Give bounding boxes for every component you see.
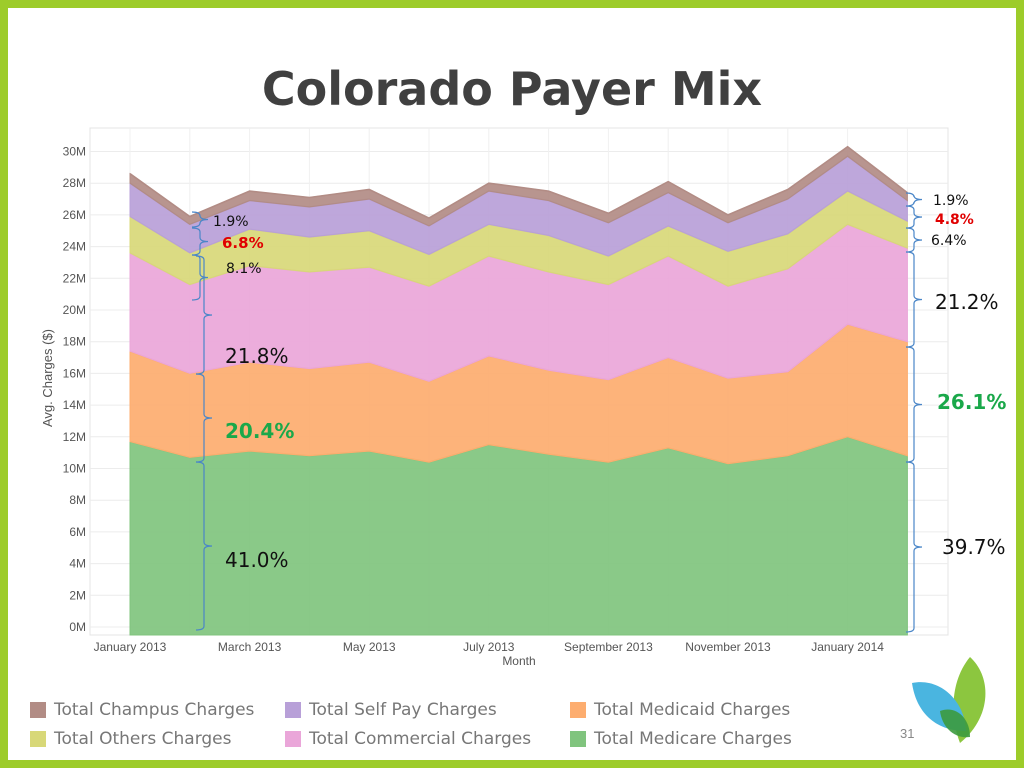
legend-item: Total Self Pay Charges	[285, 700, 497, 720]
legend-item: Total Medicaid Charges	[570, 700, 790, 720]
bracket	[905, 227, 923, 253]
legend-swatch	[285, 702, 301, 718]
bracket	[905, 346, 923, 463]
page-number: 31	[900, 726, 915, 741]
y-tick-label: 4M	[69, 557, 86, 571]
bracket	[905, 251, 923, 348]
annotation-left-label: 20.4%	[225, 419, 294, 443]
legend-swatch	[30, 702, 46, 718]
x-tick-label: September 2013	[564, 640, 653, 654]
annotation-left-label: 8.1%	[226, 261, 262, 277]
legend-item: Total Commercial Charges	[285, 729, 531, 749]
bracket	[905, 192, 923, 207]
y-tick-label: 0M	[69, 620, 86, 634]
y-tick-label: 2M	[69, 588, 86, 602]
bracket	[191, 227, 209, 256]
legend-label: Total Others Charges	[54, 729, 232, 749]
legend-label: Total Self Pay Charges	[309, 700, 497, 720]
y-tick-labels: 0M 2M 4M 6M 8M 10M 12M 14M 16M 18M 20M 22M 24M 26M 28M…	[63, 145, 86, 635]
x-tick-label: July 2013	[463, 640, 515, 654]
annotation-left-label: 41.0%	[225, 548, 289, 572]
y-tick-label: 24M	[63, 240, 86, 254]
legend-swatch	[570, 731, 586, 747]
y-tick-label: 10M	[63, 462, 86, 476]
x-tick-label: November 2013	[685, 640, 771, 654]
annotation-right-label: 21.2%	[935, 290, 999, 314]
legend-item: Total Others Charges	[30, 729, 232, 749]
y-tick-label: 26M	[63, 208, 86, 222]
bracket	[905, 461, 923, 633]
annotation-left-label: 1.9%	[213, 214, 249, 230]
bracket	[195, 461, 213, 631]
y-tick-label: 18M	[63, 335, 86, 349]
y-tick-label: 20M	[63, 303, 86, 317]
bracket	[195, 373, 213, 463]
annotation-right-label: 39.7%	[942, 535, 1006, 559]
legend-label: Total Medicare Charges	[594, 729, 792, 749]
annotation-right-label: 6.4%	[931, 233, 967, 249]
slide-title: Colorado Payer Mix	[261, 62, 763, 116]
y-tick-label: 14M	[63, 398, 86, 412]
leaf-dark-icon	[940, 709, 970, 738]
annotation-right-label: 26.1%	[937, 390, 1006, 414]
y-tick-label: 30M	[63, 145, 86, 159]
y-tick-label: 8M	[69, 493, 86, 507]
annotation-right-label: 1.9%	[933, 193, 969, 209]
legend-swatch	[30, 731, 46, 747]
x-axis-label: Month	[502, 654, 535, 668]
annotation-left-label: 21.8%	[225, 344, 289, 368]
legend-label: Total Commercial Charges	[309, 729, 532, 749]
legend-item: Total Medicare Charges	[570, 729, 792, 749]
y-tick-label: 16M	[63, 366, 86, 380]
legend-label: Total Champus Charges	[54, 700, 255, 720]
x-tick-label: January 2014	[811, 640, 884, 654]
legend-item: Total Champus Charges	[30, 700, 254, 720]
bracket	[905, 205, 923, 229]
y-tick-label: 22M	[63, 271, 86, 285]
bracket	[191, 254, 209, 301]
legend-swatch	[285, 731, 301, 747]
x-tick-label: March 2013	[218, 640, 282, 654]
bracket	[195, 255, 213, 375]
area-edge-line	[129, 145, 908, 220]
annotation-left-label: 6.8%	[222, 234, 264, 252]
x-tick-label: January 2013	[94, 640, 167, 654]
annotation-right-label: 4.8%	[935, 212, 974, 228]
y-tick-label: 28M	[63, 176, 86, 190]
y-tick-label: 6M	[69, 525, 86, 539]
legend-swatch	[570, 702, 586, 718]
areas	[129, 145, 908, 636]
bracket	[191, 211, 209, 228]
annotation-brackets	[191, 192, 923, 633]
area-series-total-medicare-charges	[129, 436, 908, 636]
x-tick-label: May 2013	[343, 640, 396, 654]
x-tick-labels: January 2013 March 2013 May 2013 July 2013 S…	[94, 640, 885, 654]
annotation-labels: 1.9% 6.8% 8.1% 21.8% 20.4% 41.0% 1.9% 4.8% 6.4% 2…	[213, 193, 1006, 572]
y-tick-label: 12M	[63, 430, 86, 444]
y-axis-label: Avg. Charges ($)	[40, 329, 55, 427]
legend-label: Total Medicaid Charges	[594, 700, 791, 720]
leaf-logo	[912, 657, 986, 743]
